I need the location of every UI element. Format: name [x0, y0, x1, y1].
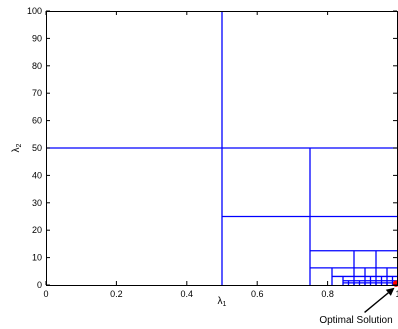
y-tick-label: 30	[32, 198, 42, 208]
x-axis-label: λ1	[218, 296, 227, 308]
y-tick-label: 0	[37, 280, 42, 290]
annotation-arrow-line	[364, 292, 389, 313]
y-axis-label-main: λ	[11, 147, 22, 152]
y-axis-label: λ2	[11, 143, 23, 152]
y-tick-label: 20	[32, 225, 42, 235]
x-tick-label: 0.6	[251, 289, 264, 299]
y-tick-label: 60	[32, 116, 42, 126]
y-tick-label: 10	[32, 253, 42, 263]
y-tick-label: 70	[32, 88, 42, 98]
y-tick-label: 50	[32, 143, 42, 153]
partition-lines	[46, 11, 398, 285]
x-tick-label: 1	[395, 289, 398, 299]
y-tick-label: 90	[32, 33, 42, 43]
x-tick-label: 0	[43, 289, 48, 299]
x-tick-label: 0.2	[110, 289, 123, 299]
x-axis-ticks: 0 0.2 0.4 0.6 0.8 1	[43, 11, 398, 299]
y-tick-label: 80	[32, 61, 42, 71]
y-axis-ticks: 0 10 20 30 40 50 60 70 80 90 100	[27, 6, 397, 290]
x-axis-label-sub: 1	[223, 301, 227, 308]
y-tick-label: 100	[27, 6, 42, 16]
annotation: Optimal Solution	[319, 287, 395, 326]
y-tick-label: 40	[32, 170, 42, 180]
annotation-arrow-head	[385, 287, 395, 296]
y-axis-label-sub: 2	[16, 143, 23, 147]
annotation-text: Optimal Solution	[319, 315, 392, 326]
x-axis-label-main: λ	[218, 296, 223, 307]
x-tick-label: 0.8	[321, 289, 334, 299]
x-tick-label: 0.4	[181, 289, 194, 299]
